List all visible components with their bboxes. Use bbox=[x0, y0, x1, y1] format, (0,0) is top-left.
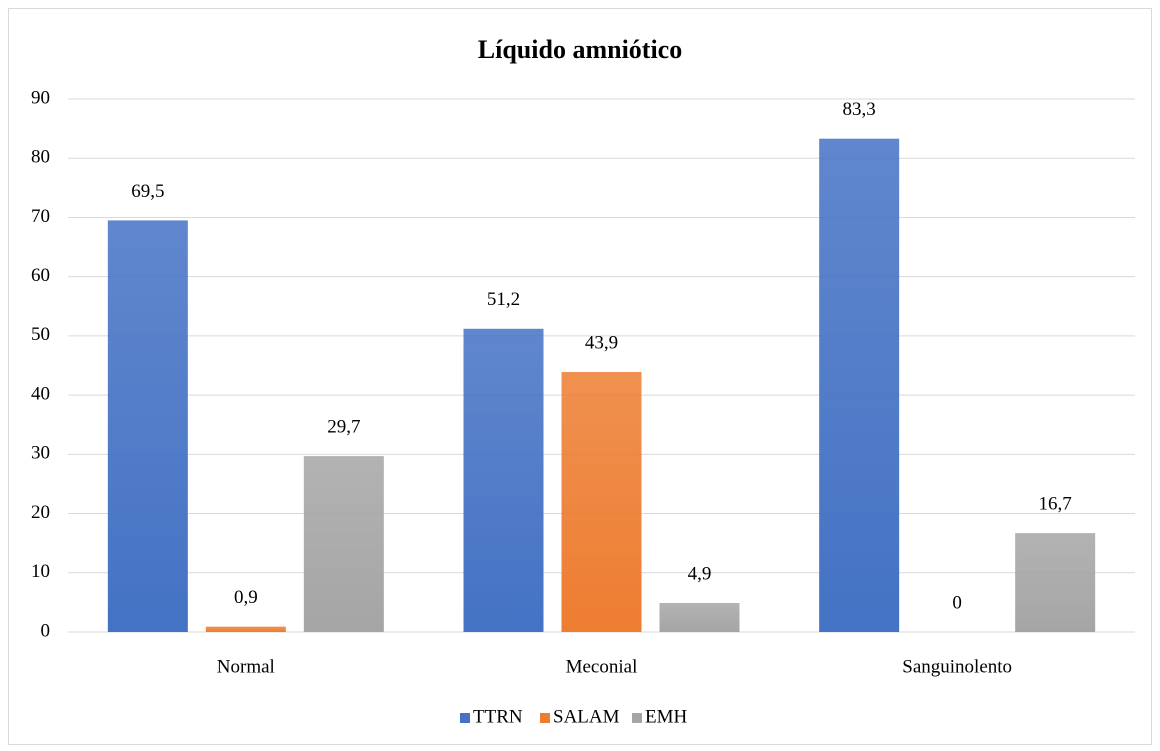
y-tick-label: 80 bbox=[31, 147, 50, 168]
bar bbox=[659, 602, 740, 632]
bar bbox=[107, 220, 188, 632]
data-label: 16,7 bbox=[1039, 493, 1072, 514]
y-tick-label: 10 bbox=[31, 561, 50, 582]
y-tick-label: 20 bbox=[31, 502, 50, 523]
legend-swatch bbox=[460, 713, 470, 723]
y-tick-label: 60 bbox=[31, 265, 50, 286]
bar bbox=[303, 456, 384, 632]
y-tick-label: 40 bbox=[31, 383, 50, 404]
y-tick-label: 0 bbox=[41, 620, 51, 641]
y-tick-label: 30 bbox=[31, 443, 50, 464]
data-label: 51,2 bbox=[487, 289, 520, 310]
legend-label: TTRN bbox=[473, 706, 523, 727]
data-label: 43,9 bbox=[585, 332, 618, 353]
legend-swatch bbox=[540, 713, 550, 723]
legend-label: SALAM bbox=[553, 706, 620, 727]
y-tick-label: 50 bbox=[31, 324, 50, 345]
y-tick-label: 90 bbox=[31, 87, 50, 108]
data-label: 69,5 bbox=[131, 181, 164, 202]
bar bbox=[463, 328, 544, 632]
y-tick-label: 70 bbox=[31, 206, 50, 227]
data-label: 83,3 bbox=[843, 99, 876, 120]
data-label: 29,7 bbox=[327, 416, 360, 437]
bar bbox=[205, 626, 286, 632]
x-tick-label: Meconial bbox=[566, 656, 638, 677]
bar bbox=[819, 138, 900, 632]
data-label: 0 bbox=[952, 592, 962, 613]
x-tick-label: Sanguinolento bbox=[902, 656, 1012, 677]
legend-label: EMH bbox=[645, 706, 688, 727]
x-tick-label: Normal bbox=[217, 656, 275, 677]
bar bbox=[561, 372, 642, 632]
data-label: 0,9 bbox=[234, 587, 258, 608]
legend-swatch bbox=[632, 713, 642, 723]
chart-title: Líquido amniótico bbox=[478, 35, 682, 64]
bar bbox=[1015, 533, 1096, 632]
data-label: 4,9 bbox=[688, 563, 712, 584]
